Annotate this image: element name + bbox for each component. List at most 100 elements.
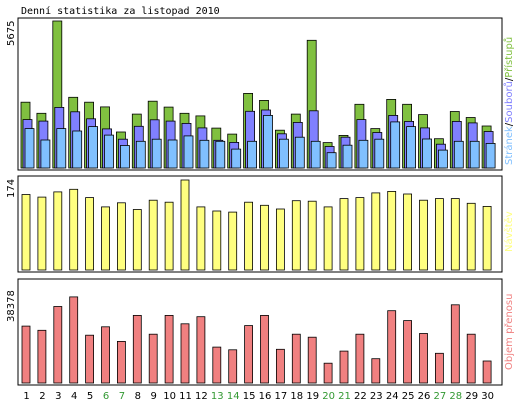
bar-prenos-day-5 [85, 334, 94, 384]
x-label-day-6: 6 [103, 391, 109, 402]
x-label-day-23: 23 [370, 391, 383, 402]
bar-navstev-day-18 [291, 200, 301, 271]
bar-stranek-day-27 [437, 149, 448, 169]
panel-hits-ymax-label: 5675 [6, 21, 17, 46]
bar-navstev-day-10 [164, 201, 174, 271]
bar-stranek-day-16 [263, 115, 273, 169]
panel-kb: 38378 Objem přenosu [6, 278, 515, 386]
bar-stranek-day-19 [310, 140, 321, 169]
bar-prenos-day-16 [260, 314, 269, 384]
x-label-day-14: 14 [227, 391, 240, 402]
bar-stranek-day-11 [183, 135, 194, 169]
panel-hits-legend-seg-2: Souborů [503, 81, 515, 123]
panel-hits-frame [17, 17, 503, 171]
bar-navstev-day-3 [53, 191, 63, 271]
x-label-day-2: 2 [39, 391, 45, 402]
bar-stranek-day-7 [120, 145, 130, 169]
bar-stranek-day-20 [326, 152, 337, 169]
x-label-day-1: 1 [23, 391, 29, 402]
bar-prenos-day-6 [101, 326, 110, 384]
bar-stranek-day-6 [104, 134, 114, 169]
bar-navstev-day-13 [212, 210, 222, 271]
panel-hits-legend-seg-0: Stránek [503, 126, 515, 165]
bar-stranek-day-18 [294, 136, 305, 169]
bar-stranek-day-12 [199, 139, 210, 169]
bar-navstev-day-30 [482, 205, 492, 271]
panel-visits-bars [21, 179, 492, 271]
bar-navstev-day-15 [244, 201, 254, 271]
x-axis-labels: 1 2 3 4 5 6 7 8 9 10 11 12 13 14 15 16 17 18 19 20 21 22 23 24 2… [23, 391, 494, 402]
bar-navstev-day-22 [355, 197, 365, 271]
bar-stranek-day-14 [231, 148, 242, 169]
bar-prenos-day-8 [132, 314, 142, 384]
chart-title: Denní statistika za listopad 2010 [21, 5, 220, 17]
bar-stranek-day-21 [342, 144, 353, 169]
bar-navstev-day-4 [69, 188, 79, 271]
bar-prenos-day-24 [387, 310, 397, 384]
bar-stranek-day-29 [469, 140, 480, 169]
bar-prenos-day-27 [434, 352, 444, 384]
panel-kb-legend: Objem přenosu [503, 294, 515, 370]
bar-navstev-day-7 [117, 202, 126, 271]
x-label-day-10: 10 [163, 391, 176, 402]
bar-stranek-day-2 [40, 139, 51, 169]
bar-prenos-day-15 [244, 325, 254, 384]
bar-prenos-day-2 [37, 329, 47, 384]
bar-stranek-day-13 [215, 140, 226, 169]
bar-stranek-day-25 [406, 126, 417, 169]
panel-hits-legend: Stránek/Souborů/Přístupů [503, 37, 515, 165]
x-label-day-3: 3 [55, 391, 61, 402]
bar-stranek-day-17 [278, 138, 289, 169]
x-label-day-7: 7 [119, 391, 125, 402]
x-label-day-5: 5 [87, 391, 93, 402]
panel-hits-legend-seg-3: / [504, 77, 515, 81]
x-label-day-28: 28 [449, 391, 462, 402]
bar-prenos-day-9 [148, 333, 158, 384]
bar-stranek-day-26 [422, 138, 432, 169]
bar-navstev-day-2 [37, 196, 47, 271]
x-label-day-19: 19 [306, 391, 319, 402]
x-label-day-25: 25 [402, 391, 415, 402]
x-label-day-24: 24 [386, 391, 399, 402]
bar-navstev-day-12 [196, 206, 206, 271]
bar-navstev-day-21 [339, 198, 349, 271]
bar-prenos-day-14 [228, 349, 238, 384]
bar-prenos-day-29 [466, 333, 476, 384]
x-label-day-11: 11 [179, 391, 192, 402]
bar-navstev-day-28 [450, 198, 460, 271]
bar-prenos-day-1 [21, 325, 31, 384]
panel-visits-frame [17, 175, 503, 273]
bar-prenos-day-23 [371, 358, 381, 384]
bar-stranek-day-8 [135, 140, 146, 169]
bar-stranek-day-5 [88, 126, 98, 169]
bar-stranek-day-10 [167, 139, 178, 169]
bar-navstev-day-24 [387, 190, 397, 271]
bar-prenos-day-25 [403, 320, 413, 384]
x-label-day-21: 21 [338, 391, 351, 402]
bar-navstev-day-29 [466, 202, 476, 271]
bar-prenos-day-4 [69, 296, 79, 384]
panel-kb-bars [21, 296, 492, 384]
bar-prenos-day-17 [275, 348, 285, 384]
bar-prenos-day-3 [53, 306, 63, 384]
bar-navstev-day-6 [101, 206, 110, 271]
bar-navstev-day-20 [323, 206, 333, 271]
bar-navstev-day-23 [371, 192, 381, 271]
bar-prenos-day-10 [164, 314, 174, 384]
x-label-day-16: 16 [259, 391, 272, 402]
bar-stranek-day-24 [390, 121, 401, 169]
bar-navstev-day-25 [403, 193, 413, 271]
bar-prenos-day-11 [180, 323, 190, 384]
x-label-day-17: 17 [275, 391, 288, 402]
bar-prenos-day-20 [323, 362, 333, 384]
x-label-day-30: 30 [481, 391, 494, 402]
bar-navstev-day-5 [85, 197, 94, 271]
panel-visits-ymax-label: 174 [6, 179, 17, 198]
panel-hits-legend-seg-1: / [504, 122, 515, 126]
bar-prenos-day-26 [419, 333, 428, 384]
bar-prenos-day-18 [291, 333, 301, 384]
bar-stranek-day-9 [151, 138, 162, 169]
x-label-day-18: 18 [290, 391, 303, 402]
bar-stranek-day-1 [24, 128, 35, 169]
